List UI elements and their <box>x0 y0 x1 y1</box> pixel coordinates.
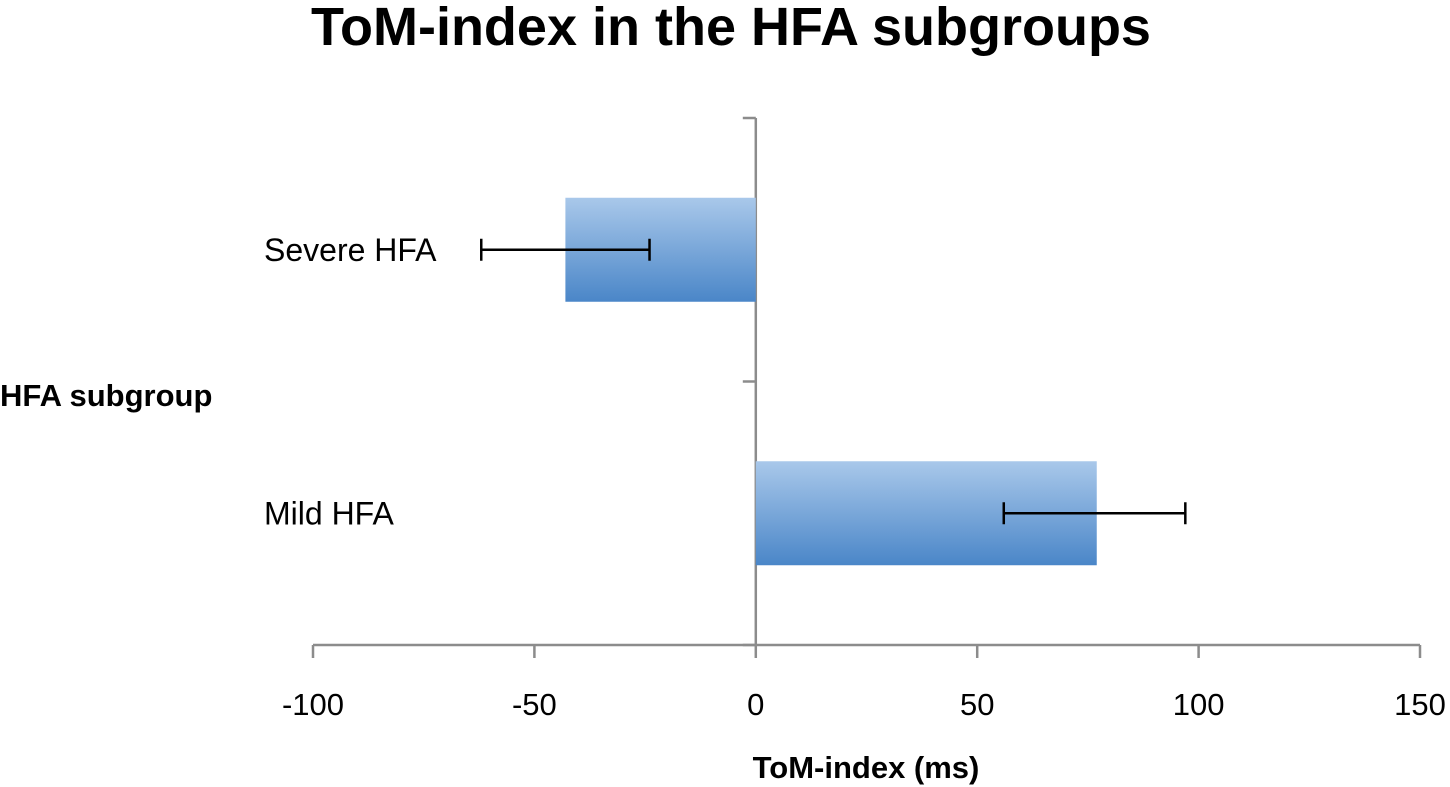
category-label: Severe HFA <box>264 232 437 268</box>
plot-area: -100 -50 0 50 100 150 Severe HFA Mild HFA <box>264 116 1446 722</box>
chart-title: ToM-index in the HFA subgroups <box>311 0 1151 57</box>
x-tick-label: 0 <box>747 687 764 722</box>
x-tick-label: -100 <box>282 687 344 722</box>
x-tick-label: -50 <box>512 687 557 722</box>
category-label: Mild HFA <box>264 495 394 531</box>
x-tick-label: 100 <box>1173 687 1225 722</box>
x-tick-label: 50 <box>960 687 994 722</box>
x-axis-title: ToM-index (ms) <box>753 750 980 785</box>
x-tick-label: 150 <box>1394 687 1446 722</box>
y-axis-title: HFA subgroup <box>0 378 212 413</box>
